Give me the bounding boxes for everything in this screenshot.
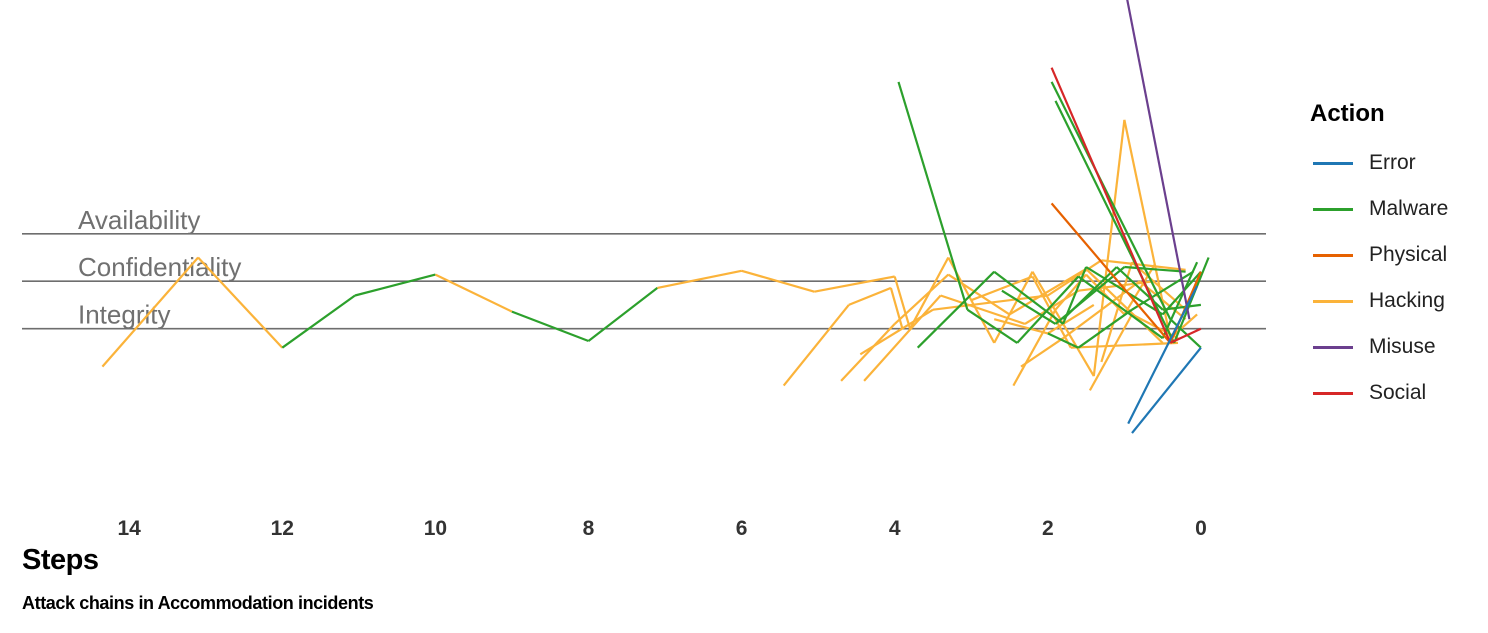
series-line-hacking-0 — [101, 256, 199, 368]
legend-items: Error Malware Physical Hacking Misuse Social — [1310, 140, 1448, 416]
series-line-hacking-28 — [1047, 259, 1103, 297]
legend-label-physical: Physical — [1369, 243, 1448, 266]
legend-item-physical: Physical — [1310, 232, 1448, 278]
legend-label-hacking: Hacking — [1369, 289, 1445, 312]
series-line-malware-67 — [1047, 332, 1079, 349]
series-line-malware-63 — [1173, 257, 1210, 344]
band-label-confidentiality: Confidentiality — [78, 252, 241, 282]
series-line-malware-2 — [281, 294, 356, 349]
series-line-hacking-32 — [1024, 289, 1079, 325]
chart-caption: Attack chains in Accommodation incidents — [22, 593, 374, 613]
series-line-malware-53 — [1077, 275, 1164, 340]
series-line-hacking-31 — [940, 294, 1026, 325]
band-label-integrity: Integrity — [78, 300, 171, 330]
series-line-hacking-9 — [814, 275, 895, 293]
legend-swatch-malware — [1313, 207, 1353, 211]
legend-swatch-misuse — [1313, 345, 1353, 349]
series-line-malware-69 — [1131, 270, 1194, 311]
series-line-hacking-49 — [1131, 261, 1187, 311]
x-tick-label-4: 4 — [889, 517, 901, 540]
legend-swatch-social — [1313, 391, 1353, 395]
series-line-physical-73 — [1050, 202, 1172, 344]
legend-item-error: Error — [1310, 140, 1448, 186]
series-line-malware-51 — [966, 308, 1018, 344]
series-line-malware-72 — [1162, 303, 1202, 311]
series-line-malware-60 — [1050, 81, 1172, 320]
legend-label-error: Error — [1369, 151, 1416, 174]
series-layer — [101, 0, 1210, 434]
series-line-hacking-7 — [657, 269, 742, 289]
series-line-hacking-34 — [1012, 309, 1057, 387]
series-line-malware-3 — [354, 273, 436, 297]
series-line-hacking-47 — [1070, 341, 1179, 349]
series-line-malware-50 — [897, 81, 969, 311]
legend: Action Error Malware Physical Hacking Misuse… — [1310, 100, 1448, 416]
series-line-hacking-42 — [1020, 337, 1064, 368]
series-line-hacking-46 — [1031, 275, 1072, 349]
x-tick-label-0: 0 — [1195, 517, 1207, 540]
series-line-malware-56 — [993, 270, 1064, 325]
series-line-hacking-48 — [1100, 261, 1134, 363]
series-line-hacking-1 — [197, 256, 284, 349]
legend-label-misuse: Misuse — [1369, 335, 1436, 358]
series-line-hacking-4 — [434, 273, 513, 313]
series-line-social-76 — [1169, 327, 1202, 344]
legend-swatch-physical — [1313, 253, 1353, 257]
legend-swatch-error — [1313, 161, 1353, 165]
series-line-malware-70 — [1062, 266, 1118, 320]
series-line-hacking-24 — [1008, 267, 1087, 316]
series-line-malware-5 — [511, 310, 589, 343]
series-line-hacking-19 — [848, 286, 892, 306]
series-line-error-79 — [1131, 347, 1202, 434]
series-line-malware-55 — [916, 270, 995, 349]
series-line-hacking-8 — [741, 269, 815, 293]
series-line-hacking-25 — [1085, 268, 1164, 344]
series-line-hacking-21 — [840, 323, 896, 382]
legend-label-malware: Malware — [1369, 197, 1449, 220]
series-line-malware-64 — [1001, 289, 1057, 325]
series-line-hacking-40 — [1088, 313, 1133, 391]
series-line-malware-62 — [1054, 100, 1176, 344]
x-axis-label: Steps — [22, 544, 99, 576]
series-line-hacking-45 — [970, 275, 1033, 302]
series-line-hacking-38 — [993, 318, 1049, 335]
legend-label-social: Social — [1369, 381, 1427, 404]
series-line-malware-68 — [1077, 308, 1133, 349]
x-tick-label-6: 6 — [736, 517, 748, 540]
series-line-malware-66 — [1124, 265, 1186, 273]
legend-item-hacking: Hacking — [1310, 278, 1448, 324]
series-line-malware-52 — [1016, 275, 1080, 344]
series-line-hacking-18 — [782, 304, 850, 387]
x-tick-label-14: 14 — [117, 517, 141, 540]
series-line-malware-61 — [1169, 318, 1202, 349]
series-line-hacking-39 — [1047, 303, 1095, 335]
series-line-error-78 — [1127, 285, 1199, 425]
band-lines: Availability Confidentiality Integrity — [22, 205, 1266, 330]
series-line-malware-71 — [1115, 266, 1164, 311]
x-tick-label-2: 2 — [1042, 517, 1054, 540]
x-tick-label-10: 10 — [424, 517, 447, 540]
series-line-malware-59 — [1161, 270, 1202, 316]
series-line-hacking-22 — [893, 273, 950, 325]
series-line-hacking-20 — [889, 287, 904, 329]
series-line-hacking-30 — [863, 294, 942, 382]
legend-title: Action — [1310, 100, 1385, 127]
legend-item-malware: Malware — [1310, 186, 1448, 232]
series-line-malware-54 — [1161, 261, 1199, 339]
legend-item-misuse: Misuse — [1310, 324, 1448, 370]
series-line-misuse-77 — [1126, 0, 1191, 320]
legend-swatch-hacking — [1313, 299, 1353, 303]
x-tick-label-8: 8 — [583, 517, 595, 540]
legend-item-social: Social — [1310, 370, 1448, 416]
series-line-malware-6 — [587, 287, 659, 342]
x-tick-label-12: 12 — [271, 517, 294, 540]
x-axis-ticks: 14 12 10 8 6 4 2 0 — [117, 517, 1206, 540]
series-line-social-75 — [1050, 67, 1172, 344]
series-line-malware-58 — [1085, 266, 1164, 316]
series-line-hacking-10 — [893, 276, 912, 330]
band-label-availability: Availability — [78, 205, 200, 235]
